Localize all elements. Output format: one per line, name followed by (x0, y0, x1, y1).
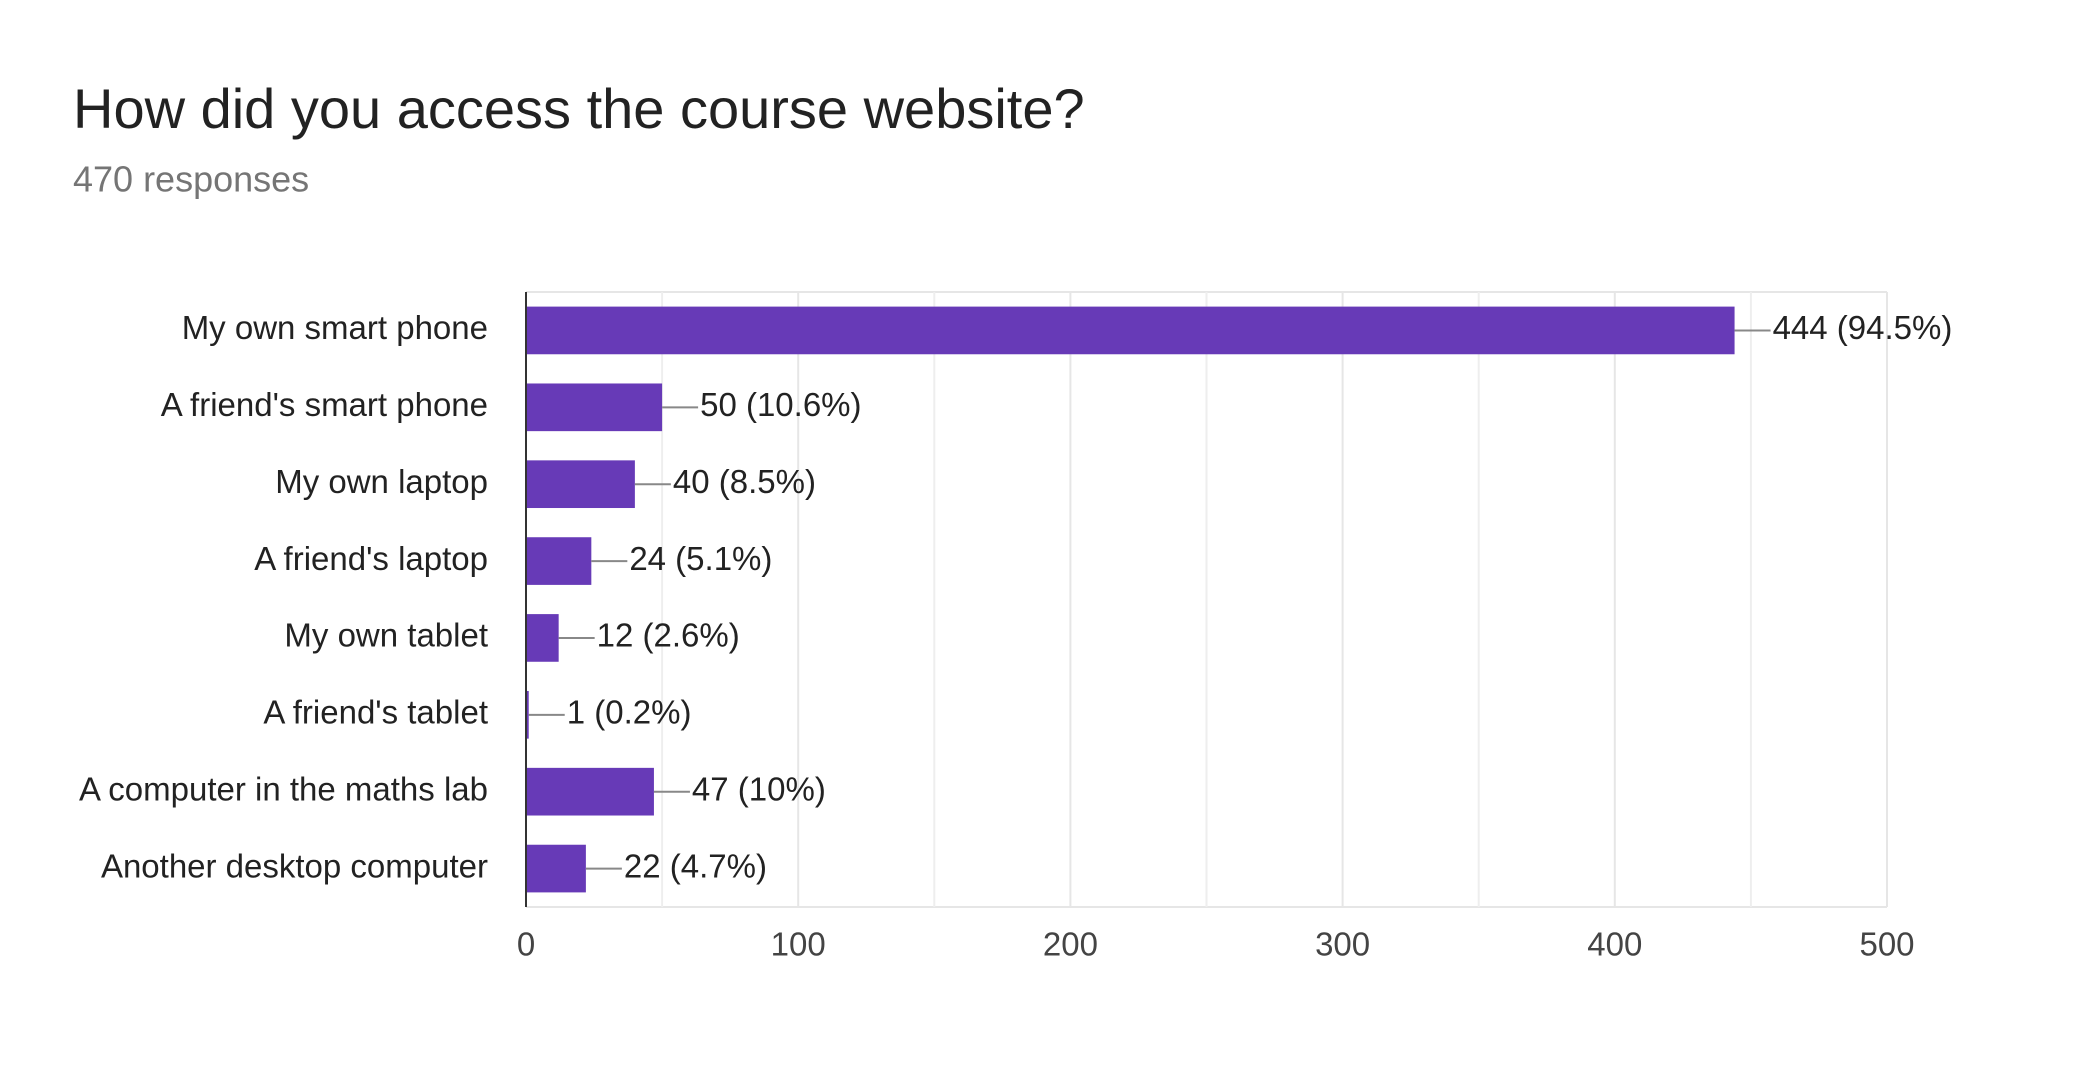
value-label: 444 (94.5%) (1773, 309, 1953, 346)
y-tick-label: A friend's laptop (254, 540, 488, 577)
value-label: 47 (10%) (692, 770, 826, 807)
y-tick-label: Another desktop computer (101, 847, 488, 884)
y-tick-label: A friend's tablet (263, 694, 488, 731)
value-label: 40 (8.5%) (673, 463, 816, 500)
chart-title: How did you access the course website? (73, 77, 1085, 140)
y-tick-label: My own tablet (284, 617, 488, 654)
value-label: 50 (10.6%) (700, 386, 861, 423)
bar (526, 460, 635, 509)
value-label: 22 (4.7%) (624, 847, 767, 884)
y-tick-label: My own laptop (275, 463, 488, 500)
y-tick-label: A friend's smart phone (161, 386, 488, 423)
y-tick-label: A computer in the maths lab (79, 770, 488, 807)
bar (526, 614, 559, 662)
bar (526, 537, 592, 585)
chart-subtitle: 470 responses (73, 159, 309, 200)
bar (526, 767, 654, 816)
bar (526, 383, 663, 432)
x-tick-label: 200 (1043, 926, 1098, 963)
bar (526, 844, 586, 893)
value-label: 12 (2.6%) (597, 617, 740, 654)
value-label: 1 (0.2%) (567, 694, 692, 731)
y-tick-label: My own smart phone (182, 309, 488, 346)
x-tick-label: 500 (1859, 926, 1914, 963)
bar (526, 306, 1735, 355)
value-label: 24 (5.1%) (629, 540, 772, 577)
x-tick-label: 400 (1587, 926, 1642, 963)
x-tick-label: 300 (1315, 926, 1370, 963)
bar (526, 690, 529, 739)
x-tick-label: 0 (517, 926, 535, 963)
x-tick-label: 100 (771, 926, 826, 963)
